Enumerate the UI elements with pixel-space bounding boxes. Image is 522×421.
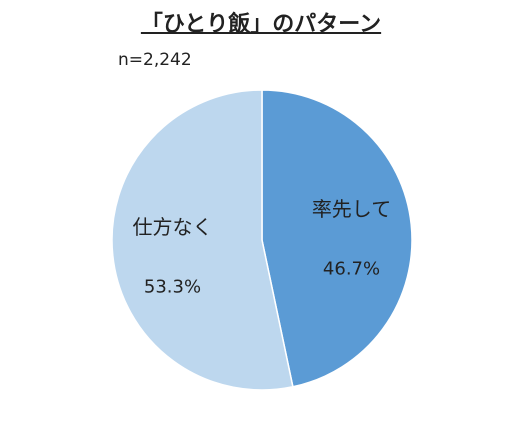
slice-label: 率先して bbox=[311, 196, 392, 221]
pie-slice bbox=[111, 89, 294, 391]
subtitle: n=2,242 bbox=[118, 50, 192, 70]
pie-slice bbox=[261, 89, 413, 388]
slice-label: 仕方なく bbox=[132, 215, 213, 240]
value-label: 46.7% bbox=[322, 258, 381, 280]
value-label: 53.3% bbox=[143, 276, 202, 298]
chart-title: 「ひとり飯」のパターン bbox=[140, 12, 382, 37]
chart-title-box: 「ひとり飯」のパターン bbox=[0, 6, 522, 38]
